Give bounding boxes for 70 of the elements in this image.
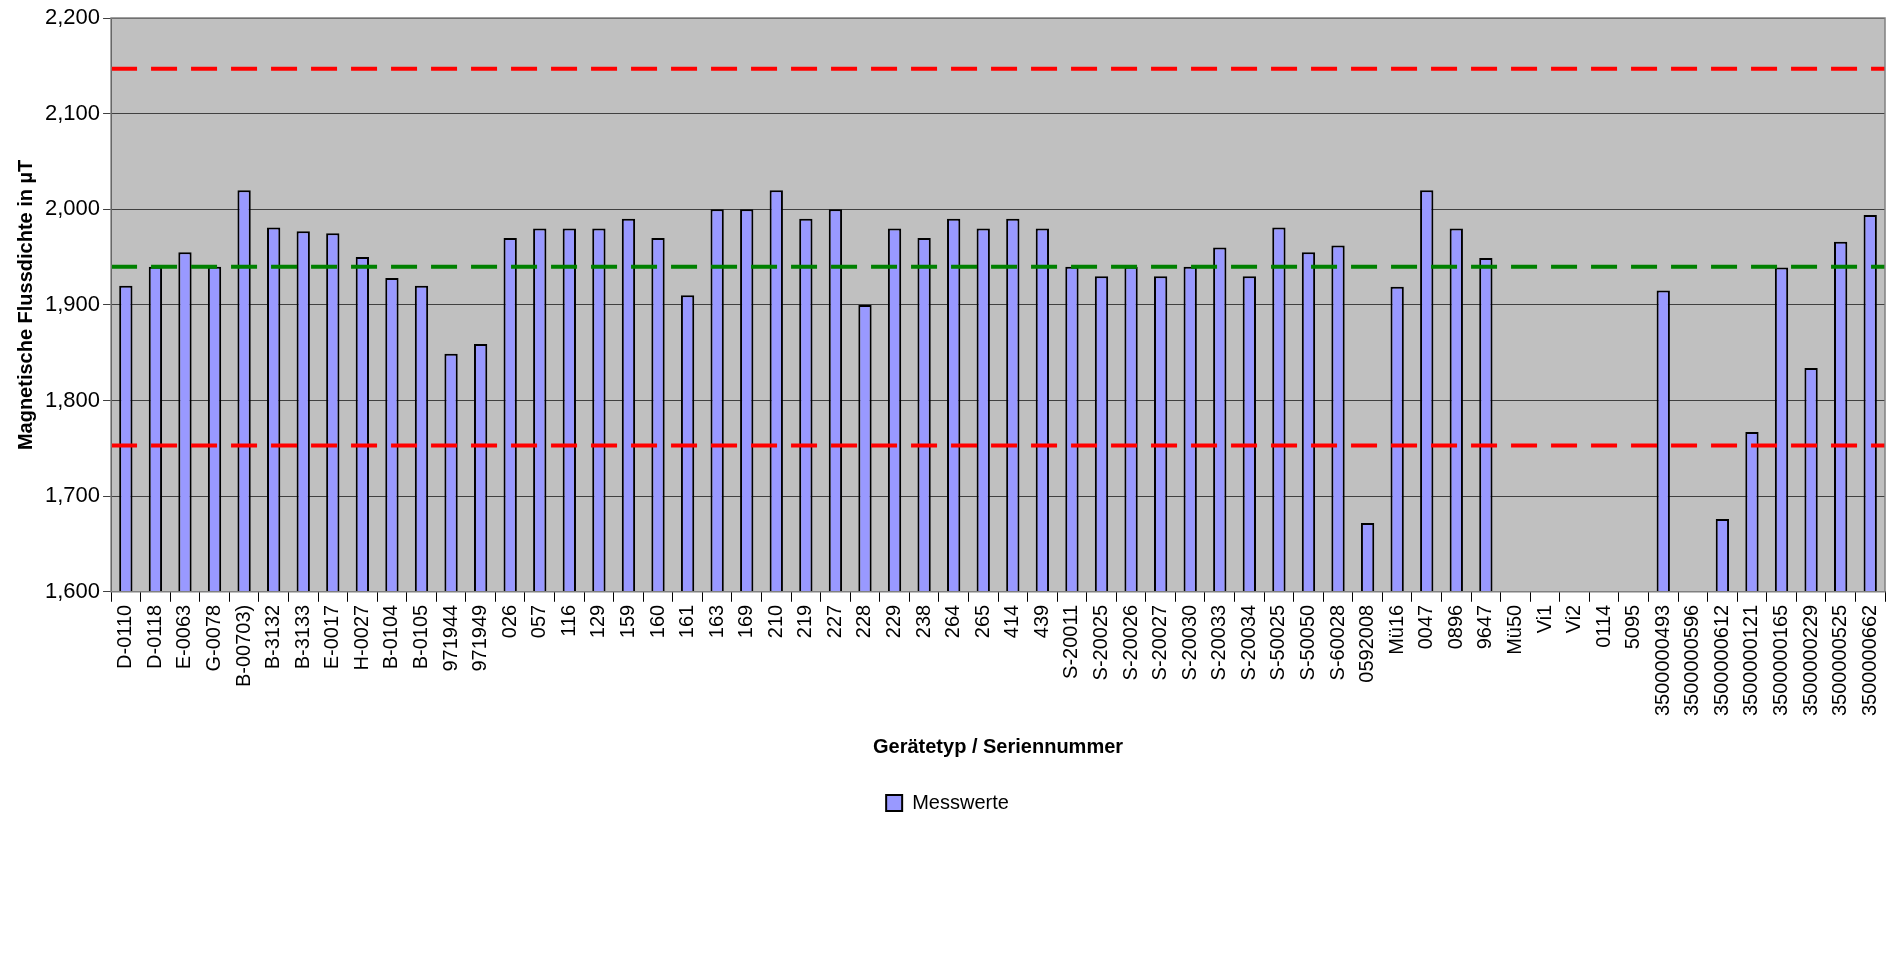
y-tick-label: 2,200	[44, 4, 101, 30]
y-tick-label: 1,700	[44, 482, 101, 508]
x-tick-label: 3500000493	[1650, 604, 1673, 716]
x-tick-label: 228	[852, 604, 875, 639]
x-tick-label: 439	[1029, 604, 1052, 639]
x-tick-label: 160	[645, 604, 668, 639]
x-tick-label: 169	[734, 604, 757, 639]
y-axis-title: Magnetische Flussdichte in µT	[13, 159, 36, 451]
x-tick-label: 0114	[1591, 604, 1614, 648]
x-tick-label: 3500000121	[1739, 604, 1762, 716]
x-tick-label: 229	[882, 604, 905, 639]
x-tick-label: 057	[527, 604, 550, 639]
x-tick-label: S-20033	[1207, 604, 1230, 681]
x-tick-label: 026	[497, 604, 520, 639]
x-tick-label: B-00703)	[231, 604, 254, 688]
y-tick-label: 1,900	[44, 290, 101, 316]
x-tick-label: 3500000525	[1828, 604, 1851, 716]
x-tick-label: S-20034	[1236, 604, 1259, 681]
x-tick-label: 3500000612	[1709, 604, 1732, 716]
x-tick-label: Vi1	[1532, 604, 1555, 634]
x-tick-label: H-0027	[349, 604, 372, 671]
x-tick-label: 971949	[468, 604, 491, 672]
x-tick-label: 163	[704, 604, 727, 639]
x-tick-label: 116	[556, 604, 579, 637]
y-tick-label: 1,600	[44, 577, 101, 603]
x-tick-label: 3500000229	[1798, 604, 1821, 716]
x-tick-label: 0047	[1414, 604, 1437, 650]
x-tick-label: 265	[970, 604, 993, 639]
x-tick-label: 264	[941, 604, 964, 639]
y-tick-label: 2,100	[44, 99, 101, 125]
x-tick-label: S-20026	[1118, 604, 1141, 681]
x-tick-label: Mü16	[1384, 604, 1407, 655]
x-tick-label: 0592008	[1355, 604, 1378, 683]
x-tick-label: Mü50	[1502, 604, 1525, 655]
x-tick-label: 129	[586, 604, 609, 639]
x-tick-label: 238	[911, 604, 934, 639]
x-tick-label: 161	[675, 604, 698, 639]
x-tick-label: 0896	[1443, 604, 1466, 650]
x-tick-label: 414	[1000, 604, 1023, 639]
x-tick-label: 3500000165	[1769, 604, 1792, 716]
x-tick-label: S-50050	[1295, 604, 1318, 681]
x-axis-title: Gerätetyp / Seriennummer	[872, 734, 1124, 757]
x-tick-label: S-20011	[1059, 604, 1082, 679]
x-tick-label: D-0118	[142, 604, 165, 669]
x-tick-label: 210	[763, 604, 786, 639]
x-tick-label: 227	[822, 604, 845, 639]
x-tick-label: 9647	[1473, 604, 1496, 650]
x-tick-label: S-20030	[1177, 604, 1200, 681]
x-tick-label: 3500000662	[1857, 604, 1880, 716]
legend-label: Messwerte	[912, 790, 1009, 813]
x-tick-label: S-50025	[1266, 604, 1289, 681]
x-tick-label: 5095	[1621, 604, 1644, 650]
x-tick-label: B-0104	[379, 604, 402, 670]
x-tick-label: B-0105	[409, 604, 432, 670]
x-tick-label: S-20027	[1148, 604, 1171, 681]
y-tick-label: 1,800	[44, 386, 101, 412]
y-tick-label: 2,000	[44, 195, 101, 221]
x-tick-label: Vi2	[1562, 604, 1585, 634]
x-tick-label: B-3133	[290, 604, 313, 670]
x-tick-label: 3500000596	[1680, 604, 1703, 716]
x-tick-label: E-0017	[320, 604, 343, 670]
x-tick-label: B-3132	[261, 604, 284, 670]
x-tick-label: G-0078	[202, 604, 225, 672]
x-tick-label: S-60028	[1325, 604, 1348, 681]
x-tick-label: S-20025	[1089, 604, 1112, 681]
x-tick-label: 219	[793, 604, 816, 639]
x-tick-label: D-0110	[113, 604, 136, 669]
x-tick-label: 159	[615, 604, 638, 639]
x-tick-label: 971944	[438, 604, 461, 672]
x-tick-label: E-0063	[172, 604, 195, 670]
